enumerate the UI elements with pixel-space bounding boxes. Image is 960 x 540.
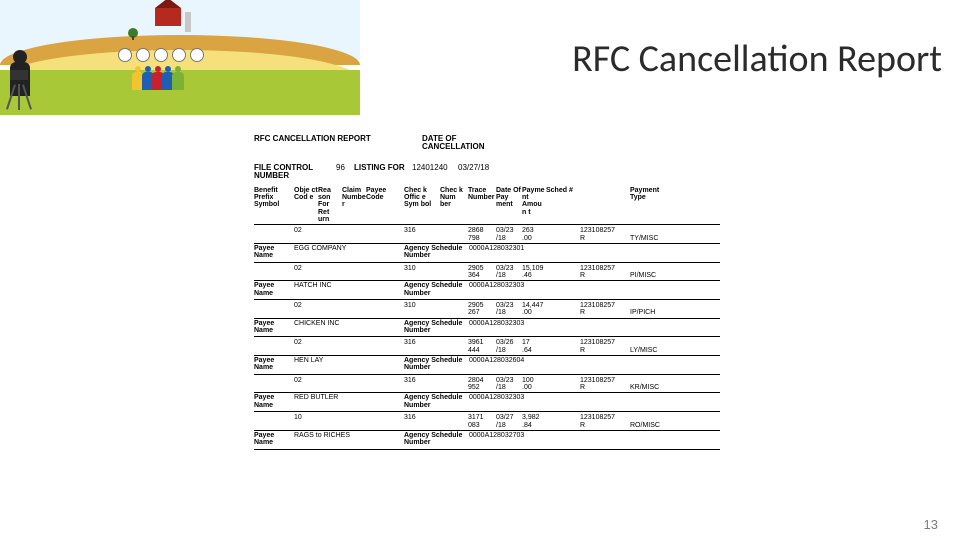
- hdr-check-num: Chec k Num ber: [440, 187, 468, 224]
- listing-for-value: 12401240: [412, 164, 458, 181]
- cancellation-date-value: 03/27/18: [458, 164, 496, 181]
- listing-for-label: LISTING FOR: [354, 164, 412, 181]
- payee-label: Payee Name: [254, 357, 294, 372]
- agency-schedule-value: 0000A128032703: [469, 432, 639, 447]
- agency-schedule-value: 0000A128032604: [469, 357, 639, 372]
- date-of-cancellation-label: DATE OF CANCELLATION: [422, 135, 482, 152]
- page-title: RFC Cancellation Report: [572, 36, 942, 82]
- agency-schedule-value: 0000A128032303: [469, 282, 639, 297]
- table-row: 02310290503/2314,447123108257267/18.00RI…: [254, 302, 720, 337]
- silo-icon: [185, 12, 191, 32]
- payee-value: EGG COMPANY: [294, 245, 404, 260]
- table-row: 02316280403/23100123108257952/18.00RKR/M…: [254, 377, 720, 412]
- agency-schedule-value: 0000A128032303: [469, 320, 639, 335]
- payee-label: Payee Name: [254, 282, 294, 297]
- hdr-payee-code: Payee Code: [366, 187, 404, 224]
- file-control-value: 96: [336, 164, 354, 181]
- agency-schedule-label: Agency Schedule Number: [404, 432, 469, 447]
- agency-schedule-label: Agency Schedule Number: [404, 394, 469, 409]
- table-row: 02316286803/23263123108257798/18.00RTY/M…: [254, 227, 720, 262]
- agency-schedule-label: Agency Schedule Number: [404, 357, 469, 372]
- entries-container: 02316286803/23263123108257798/18.00RTY/M…: [254, 227, 720, 449]
- tree-icon: [128, 28, 138, 38]
- agency-schedule-value: 0000A128032301: [469, 245, 639, 260]
- hdr-benefit-prefix: Benefit Prefix Symbol: [254, 187, 294, 224]
- hdr-check-sym: Chec k Offic e Sym bol: [404, 187, 440, 224]
- hdr-claim: Claim Number: [342, 187, 366, 224]
- payee-label: Payee Name: [254, 394, 294, 409]
- report-header-label: RFC CANCELLATION REPORT: [254, 135, 422, 152]
- agency-schedule-value: 0000A128032303: [469, 394, 639, 409]
- agency-schedule-label: Agency Schedule Number: [404, 320, 469, 335]
- agency-schedule-label: Agency Schedule Number: [404, 282, 469, 297]
- page-number: 13: [924, 517, 938, 532]
- agency-schedule-label: Agency Schedule Number: [404, 245, 469, 260]
- table-row: 10316317103/273,982123108257083/18.84RRO…: [254, 414, 720, 449]
- payee-value: HEN LAY: [294, 357, 404, 372]
- file-control-label: FILE CONTROL NUMBER: [254, 164, 336, 181]
- payee-value: HATCH INC: [294, 282, 404, 297]
- hdr-trace: Trace Number: [468, 187, 496, 224]
- hdr-reason: Rea son For Ret urn: [318, 187, 342, 224]
- table-row: 02310290503/2315,109123108257364/18.46RP…: [254, 265, 720, 300]
- hdr-date-pay: Date Of Pay ment: [496, 187, 522, 224]
- hdr-amount: Payme nt Amoun t: [522, 187, 546, 224]
- column-headers: Benefit Prefix Symbol Obje ct Cod e Rea …: [254, 187, 720, 226]
- table-row: 02316396103/2617123108257444/18.64RLY/MI…: [254, 339, 720, 374]
- photographer-silhouette-icon: [4, 50, 30, 96]
- payee-value: CHICKEN INC: [294, 320, 404, 335]
- payee-value: RED BUTLER: [294, 394, 404, 409]
- hdr-ptype: Payment Type: [630, 187, 674, 224]
- hdr-object-code: Obje ct Cod e: [294, 187, 318, 224]
- payee-label: Payee Name: [254, 432, 294, 447]
- hdr-sched: Sched #: [546, 187, 580, 224]
- header-illustration: [0, 0, 360, 115]
- payee-label: Payee Name: [254, 245, 294, 260]
- payee-label: Payee Name: [254, 320, 294, 335]
- rfc-report: RFC CANCELLATION REPORT DATE OF CANCELLA…: [254, 135, 720, 450]
- payee-value: RAGS to RICHES: [294, 432, 404, 447]
